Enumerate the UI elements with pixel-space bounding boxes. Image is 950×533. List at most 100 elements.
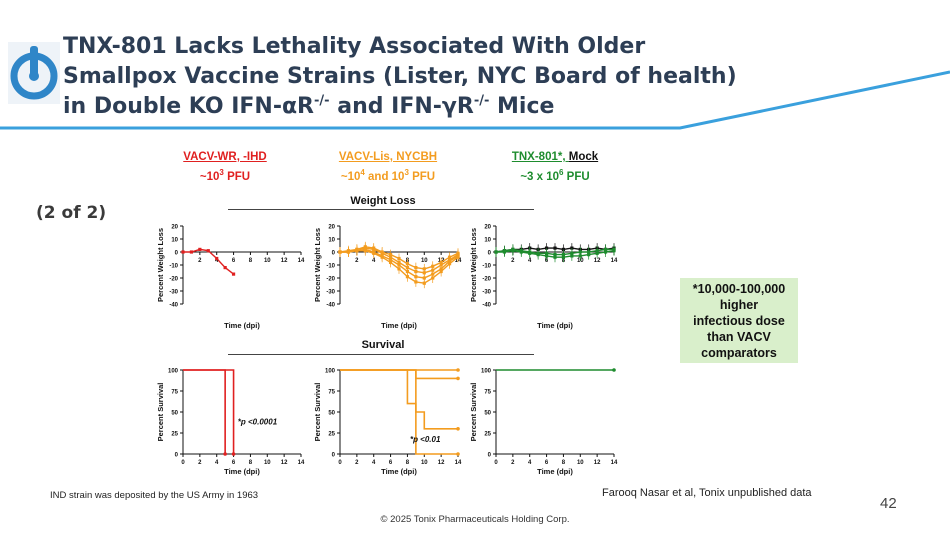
weight-loss-divider xyxy=(228,209,534,210)
survival-chart-tnx: 0 25 50 75 100 0 2 4 6 8 10 12 14 Time (dpi) Percent S… xyxy=(469,368,618,476)
y-tick-label: -40 xyxy=(326,303,335,309)
group-header-wr: VACV-WR, -IHD ~103 PFU xyxy=(183,151,267,183)
x-tick-label: 14 xyxy=(298,258,305,264)
y-tick-label: -30 xyxy=(482,290,491,296)
y-tick-label: -10 xyxy=(482,264,491,270)
y-tick-label: 20 xyxy=(484,225,491,231)
x-tick-label: 10 xyxy=(577,460,584,466)
data-point xyxy=(422,276,426,280)
y-tick-label: 0 xyxy=(332,251,336,257)
data-point xyxy=(431,264,435,268)
weight-loss-heading: Weight Loss xyxy=(350,195,416,207)
x-tick-label: 4 xyxy=(528,258,532,264)
data-point xyxy=(380,250,384,254)
data-point xyxy=(561,247,566,251)
y-axis-label: Percent Weight Loss xyxy=(469,228,478,302)
x-tick-label: 8 xyxy=(562,460,566,466)
data-point xyxy=(561,253,566,257)
data-point xyxy=(544,251,549,255)
x-tick-label: 4 xyxy=(372,460,376,466)
x-tick-label: 0 xyxy=(338,460,342,466)
x-tick-label: 10 xyxy=(421,258,428,264)
y-axis-label: Percent Weight Loss xyxy=(313,228,322,302)
data-point xyxy=(447,262,452,266)
data-point xyxy=(431,276,435,280)
x-tick-label: 10 xyxy=(264,460,271,466)
data-citation: Farooq Nasar et al, Tonix unpublished da… xyxy=(602,487,812,499)
slide-title: TNX-801 Lacks Lethality Associated With … xyxy=(63,34,737,119)
data-point xyxy=(536,251,540,255)
x-tick-label: 6 xyxy=(232,460,236,466)
p-value-annotation: *p <0.0001 xyxy=(238,418,278,427)
y-axis-label: Percent Survival xyxy=(469,383,478,442)
tonix-logo-icon xyxy=(8,42,60,104)
y-tick-label: -20 xyxy=(326,277,335,283)
y-tick-label: 50 xyxy=(328,411,335,417)
y-tick-label: 50 xyxy=(484,411,491,417)
y-tick-label: -10 xyxy=(326,264,335,270)
end-marker xyxy=(223,452,227,456)
x-tick-label: 12 xyxy=(594,460,601,466)
data-point xyxy=(553,246,557,250)
data-point xyxy=(587,250,591,254)
data-point xyxy=(355,249,359,253)
y-tick-label: 0 xyxy=(332,453,336,459)
data-point xyxy=(511,247,515,251)
series-line-3 xyxy=(340,369,458,380)
data-point xyxy=(388,260,393,264)
x-tick-label: 8 xyxy=(249,258,253,264)
x-tick-label: 14 xyxy=(455,460,462,466)
strain-footnote: IND strain was deposited by the US Army … xyxy=(50,490,259,501)
y-tick-label: 0 xyxy=(175,251,179,257)
data-point xyxy=(519,249,523,253)
x-tick-label: 8 xyxy=(406,460,410,466)
y-tick-label: 100 xyxy=(168,369,179,375)
y-tick-label: 100 xyxy=(481,369,492,375)
data-point xyxy=(553,253,557,257)
survival-heading: Survival xyxy=(361,339,405,351)
x-axis-label: Time (dpi) xyxy=(381,321,417,330)
x-tick-label: 12 xyxy=(281,460,288,466)
x-tick-label: 2 xyxy=(355,258,359,264)
x-tick-label: 14 xyxy=(611,460,618,466)
x-tick-label: 6 xyxy=(232,258,236,264)
data-point xyxy=(338,250,342,254)
data-point xyxy=(439,269,443,274)
end-marker xyxy=(612,368,616,372)
data-point xyxy=(405,275,410,279)
x-tick-label: 10 xyxy=(577,258,584,264)
data-point xyxy=(502,249,507,253)
data-point xyxy=(456,255,460,259)
x-tick-label: 4 xyxy=(372,258,376,264)
data-point xyxy=(612,247,616,251)
end-marker xyxy=(456,368,460,372)
y-axis-label: Percent Survival xyxy=(156,383,165,442)
data-point xyxy=(414,280,418,284)
data-point xyxy=(206,249,210,253)
x-tick-label: 2 xyxy=(355,460,359,466)
y-tick-label: -10 xyxy=(169,264,178,270)
survival-chart-wr: 0 25 50 75 100 0 2 4 6 8 10 12 14 Time (dpi) Percent S… xyxy=(156,369,305,477)
y-tick-label: 75 xyxy=(484,390,491,396)
data-point xyxy=(181,250,185,254)
y-axis-label: Percent Weight Loss xyxy=(156,228,165,302)
y-tick-label: 0 xyxy=(175,453,179,459)
x-tick-label: 2 xyxy=(511,258,515,264)
data-point xyxy=(372,251,376,255)
series-line-1 xyxy=(183,369,226,454)
y-axis-label: Percent Survival xyxy=(313,383,322,442)
data-point xyxy=(189,250,194,254)
survival-chart-lis: 0 25 50 75 100 0 2 4 6 8 10 12 14 Time (dpi) Percent S… xyxy=(313,368,462,476)
y-tick-label: 0 xyxy=(488,251,492,257)
y-tick-label: 10 xyxy=(328,238,335,244)
y-tick-label: 75 xyxy=(328,390,335,396)
y-tick-label: 75 xyxy=(171,390,178,396)
y-tick-label: 50 xyxy=(171,411,178,417)
copyright-notice: © 2025 Tonix Pharmaceuticals Holding Cor… xyxy=(380,514,570,525)
x-tick-label: 12 xyxy=(594,258,601,264)
end-marker xyxy=(456,427,460,431)
data-point xyxy=(595,249,599,253)
data-point xyxy=(603,247,608,251)
